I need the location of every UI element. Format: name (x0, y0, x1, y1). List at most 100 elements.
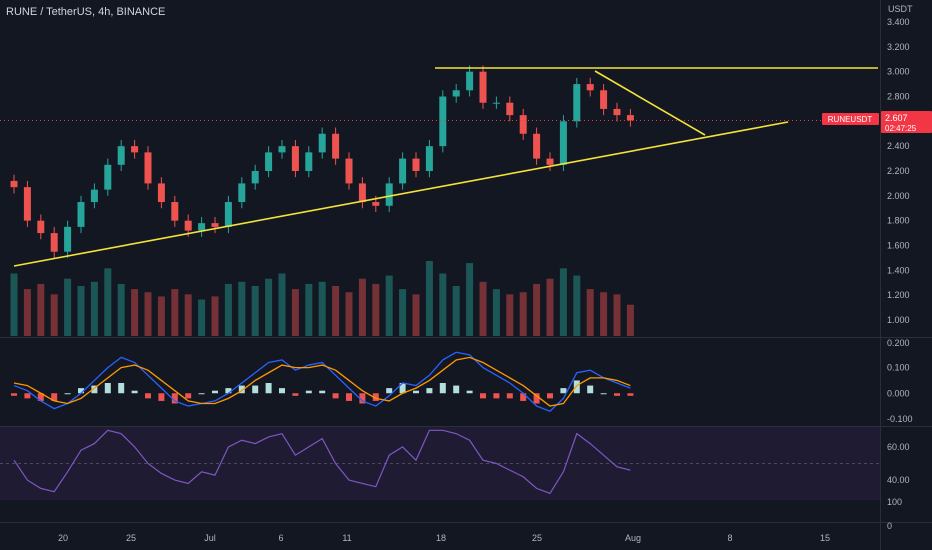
macd-histogram-bar (506, 393, 513, 399)
volume-bar (117, 283, 125, 336)
candle-body (157, 183, 165, 203)
candle-body (626, 115, 634, 121)
macd-histogram-bar (560, 388, 567, 394)
macd-tick-label: -0.100 (887, 414, 913, 424)
candle-body (23, 187, 31, 221)
macd-histogram-bar (78, 388, 84, 394)
macd-histogram-bar (305, 390, 312, 394)
macd-histogram-bar (104, 383, 111, 394)
macd-histogram-bar (547, 393, 553, 399)
volume-bar (50, 294, 58, 336)
candle-body (64, 226, 72, 252)
candle-body (479, 71, 487, 103)
volume-bar (198, 299, 206, 336)
volume-axis[interactable]: 100 0 (887, 497, 902, 531)
candle-body (198, 223, 206, 231)
candle-body (559, 121, 567, 165)
volume-bar (452, 286, 460, 336)
volume-bar (492, 289, 500, 336)
volume-bar (439, 273, 447, 336)
volume-bar (37, 283, 45, 336)
volume-tick-label: 0 (887, 521, 892, 531)
candle-body (184, 220, 192, 231)
price-tag-symbol: RUNEUSDT (828, 115, 873, 124)
time-tick-label: 25 (532, 533, 542, 543)
macd-histogram-bar (600, 393, 607, 395)
candlesticks (10, 65, 634, 258)
volume-bar (278, 273, 286, 336)
time-tick-label: 6 (278, 533, 283, 543)
macd-histogram-bar (292, 393, 299, 396)
macd-histogram-bar (158, 393, 165, 401)
volume-bar (332, 286, 340, 336)
candle-body (131, 146, 139, 153)
price-tick-label: 1.000 (887, 315, 910, 325)
price-tick-label: 1.400 (887, 265, 910, 275)
volume-bar (372, 283, 380, 336)
macd-histogram-bar (238, 385, 245, 394)
candle-body (586, 84, 594, 91)
candle-body (171, 202, 179, 221)
candle-body (492, 102, 500, 104)
candle-body (211, 223, 219, 227)
price-axis-unit: USDT (888, 4, 913, 14)
macd-histogram-bar (332, 393, 339, 399)
candle-body (318, 133, 326, 153)
candle-body (37, 220, 45, 234)
candle-body (358, 183, 366, 203)
candle-body (77, 202, 85, 227)
macd-histogram-bar (37, 393, 44, 401)
rsi-axis[interactable]: 60.00 40.00 (887, 442, 910, 485)
candle-body (412, 158, 420, 171)
macd-axis[interactable]: 0.200 0.100 0.000 -0.100 (887, 338, 913, 424)
volume-bars (10, 261, 634, 336)
volume-bar (479, 281, 487, 336)
volume-bar (600, 292, 608, 336)
macd-histogram-bar (480, 393, 486, 399)
last-price-tag: RUNEUSDT 2.607 02:47:25 (822, 111, 932, 133)
candle-body (10, 180, 18, 188)
support-trendline[interactable] (13, 121, 789, 267)
macd-histogram-bar (185, 393, 192, 399)
macd-histogram-bar (265, 383, 272, 394)
macd-histogram-bar (466, 390, 473, 394)
candle-body (452, 90, 460, 97)
price-tag-countdown: 02:47:25 (885, 124, 917, 133)
macd-histogram-bar (131, 390, 138, 394)
macd-histogram-bar (252, 385, 259, 394)
volume-bar (399, 289, 407, 336)
volume-bar (613, 294, 621, 336)
descending-trendline[interactable] (594, 70, 706, 136)
volume-bar (425, 261, 433, 336)
time-axis[interactable]: 20 25 Jul 6 11 18 25 Aug 8 15 (58, 533, 830, 543)
macd-histogram-bar (439, 383, 446, 394)
candle-body (251, 171, 259, 184)
time-tick-label: 8 (727, 533, 732, 543)
price-tick-label: 1.600 (887, 241, 910, 251)
candle-body (291, 146, 299, 171)
rsi-tick-label: 60.00 (887, 442, 910, 452)
candle-body (50, 233, 58, 252)
macd-histogram-bar (51, 393, 58, 401)
volume-bar (224, 283, 232, 336)
price-tag-symbol-bg (822, 113, 879, 125)
candle-body (385, 183, 393, 206)
time-tick-label: 11 (342, 533, 351, 543)
volume-bar (171, 289, 179, 336)
volume-bar (519, 292, 527, 336)
candle-body (519, 115, 527, 134)
candle-body (573, 84, 581, 122)
volume-bar (573, 275, 581, 336)
macd-histogram-bar (225, 388, 232, 394)
volume-bar (559, 268, 567, 336)
candle-body (278, 146, 286, 153)
candle-body (265, 152, 273, 171)
volume-tick-label: 100 (887, 497, 902, 507)
symbol-title[interactable]: RUNE / TetherUS, 4h, BINANCE (6, 6, 165, 18)
candle-body (466, 71, 474, 91)
time-tick-label: Aug (625, 533, 641, 543)
macd-histogram-bar (614, 393, 620, 396)
price-tick-label: 1.200 (887, 290, 910, 300)
volume-bar (90, 281, 98, 336)
